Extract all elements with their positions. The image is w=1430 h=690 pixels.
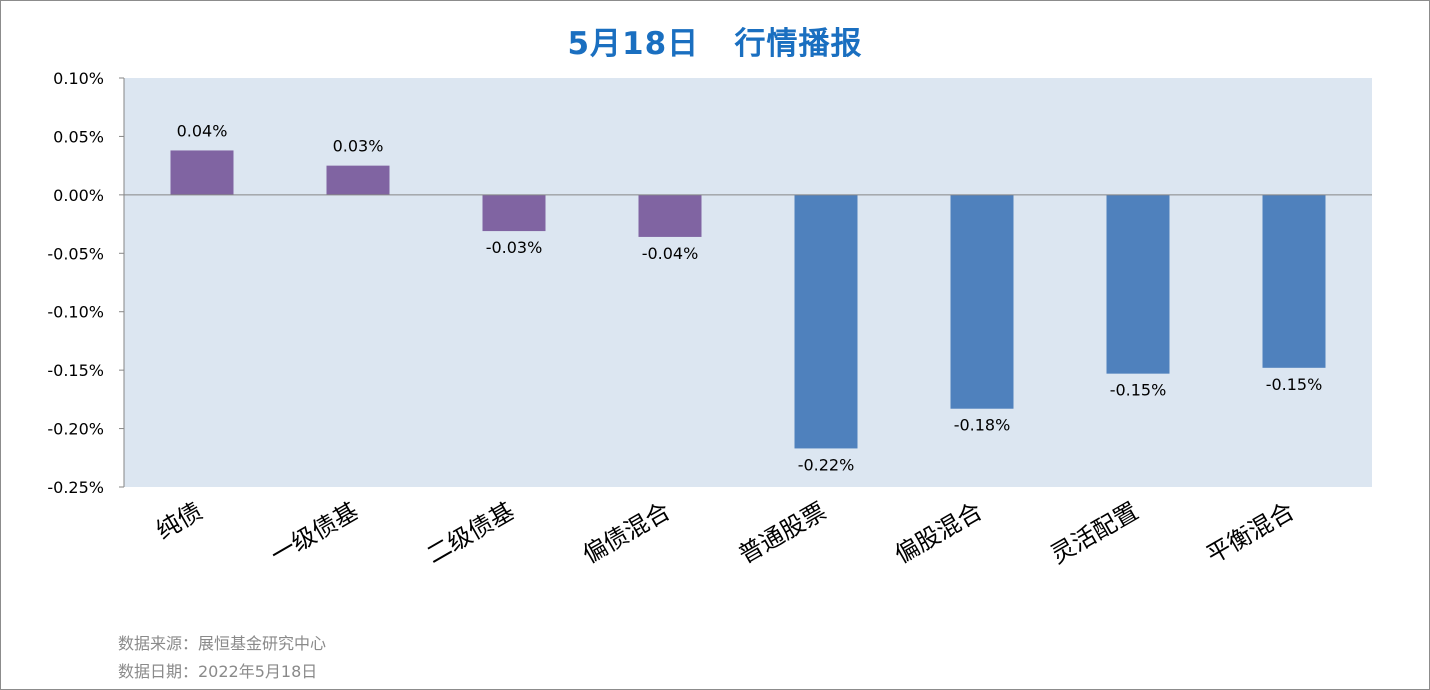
x-category-label: 偏债混合 (578, 497, 675, 569)
x-category-label: 平衡混合 (1202, 497, 1299, 569)
y-tick-label: -0.20% (47, 420, 104, 439)
bar (1106, 194, 1170, 374)
data-label: -0.15% (1110, 381, 1167, 400)
data-label: -0.22% (798, 455, 855, 474)
bar (1262, 194, 1326, 368)
bar (482, 194, 546, 232)
data-date-note: 数据日期：2022年5月18日 (118, 662, 318, 681)
bar (170, 150, 234, 195)
plot-area (124, 78, 1372, 487)
y-tick-label: -0.25% (47, 478, 104, 497)
data-label: 0.03% (333, 137, 384, 156)
x-category-label: 偏股混合 (890, 497, 987, 569)
bar (950, 194, 1014, 409)
bar (326, 165, 390, 195)
data-source-note: 数据来源：展恒基金研究中心 (118, 634, 327, 653)
x-category-label: 纯债 (151, 497, 207, 545)
x-category-label: 灵活配置 (1046, 497, 1143, 569)
y-tick-label: -0.10% (47, 303, 104, 322)
data-label: -0.15% (1266, 375, 1323, 394)
x-category-label: 二级债基 (422, 497, 519, 569)
data-label: -0.18% (954, 416, 1011, 435)
bar (638, 194, 702, 237)
x-category-label: 普通股票 (734, 497, 831, 569)
bar (794, 194, 858, 449)
y-tick-label: 0.10% (53, 69, 104, 88)
y-tick-label: 0.05% (53, 127, 104, 146)
data-label: -0.03% (486, 238, 543, 257)
chart-title: 5月18日 行情播报 (567, 26, 863, 62)
y-tick-label: -0.15% (47, 361, 104, 380)
y-tick-label: 0.00% (53, 186, 104, 205)
y-tick-label: -0.05% (47, 244, 104, 263)
data-label: -0.04% (642, 244, 699, 263)
x-category-label: 一级债基 (266, 497, 363, 569)
data-label: 0.04% (177, 121, 228, 140)
